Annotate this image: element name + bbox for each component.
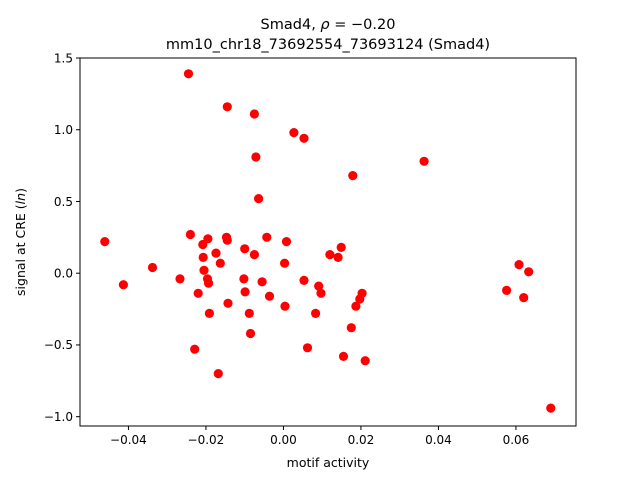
data-point bbox=[223, 298, 233, 308]
x-tick-label: −0.04 bbox=[110, 433, 147, 447]
data-point bbox=[325, 250, 335, 260]
data-point bbox=[262, 232, 272, 242]
y-tick-label: −1.0 bbox=[44, 410, 73, 424]
y-tick-label: −0.5 bbox=[44, 338, 73, 352]
chart-title-line2: mm10_chr18_73692554_73693124 (Smad4) bbox=[166, 37, 490, 53]
data-point bbox=[299, 133, 309, 143]
data-point bbox=[254, 194, 264, 204]
data-point bbox=[175, 274, 185, 284]
plot-frame bbox=[79, 57, 577, 427]
data-point bbox=[183, 69, 194, 79]
data-point bbox=[249, 250, 259, 260]
data-point bbox=[281, 237, 292, 247]
x-tick-label: 0.06 bbox=[503, 433, 530, 447]
chart-title-line1: Smad4, ρ = −0.20 bbox=[261, 17, 396, 33]
data-point bbox=[193, 288, 203, 298]
data-point bbox=[211, 248, 221, 258]
data-point bbox=[240, 287, 250, 297]
data-point bbox=[100, 237, 110, 247]
x-axis-ticks: −0.04 −0.02 0.00 0.02 0.04 0.06 bbox=[110, 426, 529, 447]
data-point bbox=[314, 281, 324, 291]
data-point bbox=[316, 288, 326, 298]
data-point bbox=[264, 291, 275, 301]
data-point bbox=[333, 252, 343, 262]
data-point bbox=[222, 235, 232, 245]
data-point bbox=[346, 323, 356, 333]
data-point bbox=[198, 252, 208, 262]
data-point bbox=[355, 294, 365, 304]
data-point bbox=[257, 277, 267, 287]
data-point bbox=[185, 229, 195, 240]
x-tick-label: 0.04 bbox=[425, 433, 452, 447]
data-point bbox=[524, 267, 534, 277]
data-point bbox=[302, 343, 313, 353]
y-tick-label: 0.0 bbox=[54, 267, 73, 281]
y-axis-label: signal at CRE (ln) bbox=[13, 188, 28, 296]
data-point bbox=[546, 403, 556, 413]
data-point bbox=[419, 156, 429, 166]
data-point bbox=[118, 280, 128, 290]
data-point bbox=[360, 356, 370, 366]
y-tick-label: 1.5 bbox=[54, 51, 73, 65]
x-tick-label: 0.02 bbox=[348, 433, 375, 447]
data-point bbox=[351, 301, 361, 311]
x-axis-label: motif activity bbox=[287, 455, 370, 470]
data-point bbox=[244, 308, 254, 318]
data-point bbox=[348, 171, 358, 181]
data-point bbox=[245, 328, 256, 339]
data-point bbox=[280, 301, 290, 311]
data-point bbox=[502, 285, 512, 295]
data-point bbox=[213, 369, 223, 379]
data-point bbox=[519, 293, 529, 303]
data-point bbox=[311, 308, 321, 318]
data-point bbox=[514, 260, 524, 270]
data-point bbox=[190, 344, 200, 354]
data-point bbox=[240, 244, 250, 254]
x-tick-label: −0.02 bbox=[188, 433, 225, 447]
data-point bbox=[222, 102, 232, 112]
data-point bbox=[147, 262, 158, 273]
data-point bbox=[251, 152, 261, 162]
data-point bbox=[239, 274, 249, 284]
data-point bbox=[338, 351, 349, 361]
data-point bbox=[280, 258, 290, 268]
y-tick-label: 0.5 bbox=[54, 195, 73, 209]
data-point bbox=[198, 239, 208, 250]
y-axis-ticks: −1.0 −0.5 0.0 0.5 1.0 1.5 bbox=[44, 51, 80, 424]
data-point bbox=[299, 275, 309, 285]
data-points bbox=[100, 69, 556, 413]
data-point bbox=[204, 278, 214, 288]
data-point bbox=[215, 258, 225, 268]
x-tick-label: 0.00 bbox=[270, 433, 297, 447]
data-point bbox=[289, 128, 299, 138]
data-point bbox=[204, 308, 214, 318]
data-point bbox=[336, 242, 346, 252]
y-tick-label: 1.0 bbox=[54, 123, 73, 137]
data-point bbox=[249, 109, 259, 119]
data-point bbox=[199, 265, 209, 275]
